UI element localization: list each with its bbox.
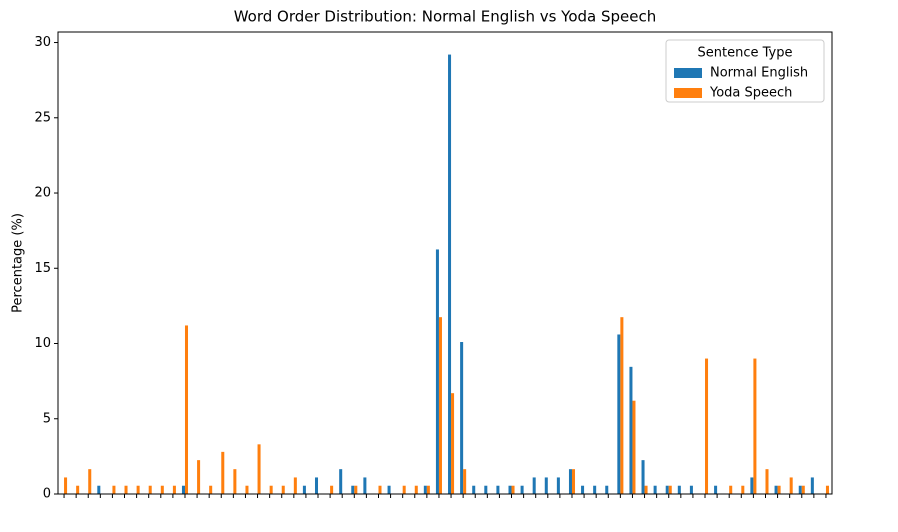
bar	[148, 485, 152, 494]
bar	[233, 469, 237, 494]
bar	[438, 317, 442, 494]
bar	[496, 485, 500, 494]
bar	[363, 477, 367, 494]
bar	[97, 485, 101, 494]
bar	[532, 477, 536, 494]
bar	[581, 485, 585, 494]
bar	[448, 54, 452, 494]
y-tick-label: 0	[43, 487, 51, 502]
bar	[653, 485, 657, 494]
bar	[632, 400, 636, 494]
y-tick-label: 10	[34, 336, 51, 351]
bar	[644, 485, 648, 494]
bar	[511, 485, 515, 494]
bar	[571, 469, 576, 494]
bar	[825, 485, 829, 494]
bar	[620, 317, 624, 494]
bar	[544, 477, 548, 494]
bar	[136, 485, 140, 494]
y-tick-label: 30	[34, 35, 51, 50]
bar	[765, 469, 769, 494]
bar	[184, 325, 189, 494]
bar	[798, 485, 802, 494]
bar	[705, 358, 709, 494]
bar	[302, 485, 306, 494]
y-tick-label: 25	[34, 110, 51, 125]
bar	[617, 334, 621, 494]
bar	[197, 460, 201, 494]
bar	[753, 358, 757, 494]
legend-swatch	[674, 88, 702, 98]
bar	[426, 485, 430, 494]
bar	[423, 485, 427, 494]
bar	[378, 485, 382, 494]
bar	[677, 485, 681, 494]
bar	[668, 485, 672, 494]
bar	[714, 485, 718, 494]
bar	[160, 485, 164, 494]
bar	[689, 485, 693, 494]
bar	[777, 485, 781, 494]
bar	[629, 366, 633, 494]
bar	[76, 485, 80, 494]
y-tick-label: 15	[34, 261, 51, 276]
bar	[354, 485, 358, 494]
bar	[402, 485, 406, 494]
legend-label: Normal English	[710, 66, 808, 81]
bar	[181, 485, 185, 494]
bar	[789, 477, 793, 494]
legend-box	[665, 39, 825, 103]
bar	[387, 485, 391, 494]
bar	[209, 485, 213, 494]
bar	[750, 477, 754, 494]
chart-title: Word Order Distribution: Normal English …	[234, 8, 657, 26]
legend-swatch	[674, 68, 702, 78]
bar	[774, 485, 778, 494]
plot-frame	[57, 31, 833, 495]
bar	[463, 469, 467, 494]
y-tick-label: 5	[43, 411, 51, 426]
bar	[593, 485, 597, 494]
y-axis-label: Percentage (%)	[11, 213, 26, 313]
bar	[568, 469, 572, 494]
bar	[314, 477, 319, 494]
bar	[221, 451, 225, 494]
bar	[293, 477, 297, 494]
bar	[665, 485, 669, 494]
bar	[472, 485, 476, 494]
bar	[556, 477, 560, 494]
bar	[508, 485, 512, 494]
bar	[810, 477, 814, 494]
y-tick-label: 20	[34, 186, 51, 201]
bar	[257, 444, 261, 494]
bar	[64, 477, 68, 494]
bar	[414, 485, 418, 494]
bar	[245, 485, 249, 494]
bar	[112, 485, 116, 494]
bar	[641, 460, 645, 494]
bar	[330, 485, 334, 494]
bar	[351, 485, 355, 494]
bar	[520, 485, 524, 494]
bar	[801, 485, 805, 494]
bar	[484, 485, 488, 494]
bar	[435, 249, 439, 494]
bar	[339, 469, 343, 494]
bar	[281, 485, 285, 494]
legend-label: Yoda Speech	[709, 86, 792, 101]
bar	[460, 342, 464, 494]
legend-title: Sentence Type	[698, 46, 793, 61]
bar	[124, 485, 128, 494]
bar	[729, 485, 733, 494]
bar	[88, 469, 92, 494]
bar	[451, 393, 455, 494]
bar	[172, 485, 176, 494]
bar	[605, 485, 609, 494]
bar	[269, 485, 273, 494]
bar	[741, 485, 745, 494]
